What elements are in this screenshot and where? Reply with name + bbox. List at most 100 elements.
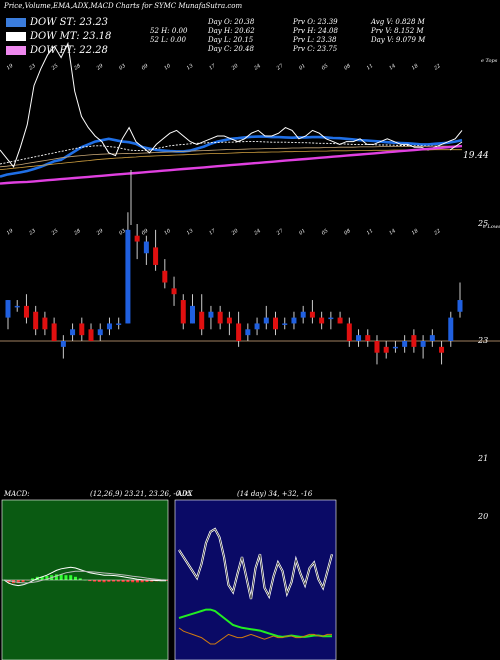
candle-body [88, 329, 94, 341]
adx-title: ADX [176, 490, 194, 498]
macd-hist-bar [88, 580, 92, 582]
ema-slow-line [0, 144, 463, 185]
ema-date-label: 25 [50, 63, 59, 72]
macd-hist-bar [107, 580, 111, 582]
candle-body [116, 323, 122, 325]
price-date-label: 20 [230, 228, 240, 238]
price-y-tick: 23 [477, 336, 488, 345]
candle-body [245, 329, 251, 336]
adx-values: (14 day) 34, +32, -16 [237, 490, 313, 498]
price-corner-label: e Lows [483, 224, 500, 230]
macd-hist-bar [121, 580, 125, 582]
macd-values: (12,26,9) 23.21, 23.26, -0.05 [90, 490, 192, 498]
price-date-label: 14 [388, 228, 397, 237]
candle-body [42, 317, 48, 330]
stat-day-v: Day V: 9.079 M [371, 36, 426, 44]
candle-body [33, 311, 39, 330]
price-date-label: 22 [432, 228, 441, 237]
price-date-label: 18 [411, 228, 420, 237]
candle-body [328, 317, 334, 320]
candle-body [429, 335, 435, 341]
macd-hist-bar [135, 580, 139, 583]
ema-tan-line [0, 145, 463, 168]
price-date-label: 08 [343, 228, 352, 237]
stat-prv-h: Prv H: 24.08 [293, 27, 338, 35]
macd-hist-bar [93, 580, 97, 582]
candle-body [60, 341, 66, 347]
candle-body [70, 329, 76, 336]
macd-hist-bar [21, 580, 25, 582]
price-date-label: 05 [321, 228, 330, 237]
macd-hist-bar [116, 580, 120, 582]
macd-hist-bar [64, 575, 68, 580]
candle-body [199, 311, 205, 330]
macd-hist-bar [45, 576, 49, 580]
page-title: Price,Volume,EMA,ADX,MACD Charts for SYM… [4, 2, 243, 10]
ema-last-tick [449, 141, 463, 151]
candle-body [97, 329, 103, 336]
candle-body [226, 317, 232, 324]
macd-hist-bar [40, 576, 44, 580]
price-date-label: 19 [6, 228, 15, 237]
price-y-tick: 25 [477, 219, 488, 228]
ema-date-label: 27 [275, 63, 285, 73]
adx-panel-bg [174, 499, 337, 660]
candle-body [282, 323, 288, 325]
price-date-label: 17 [208, 228, 217, 237]
candle-body [411, 335, 417, 347]
ema-date-label: 14 [388, 63, 397, 72]
price-date-label: 28 [72, 228, 81, 237]
price-date-label: 09 [141, 228, 150, 237]
candle-body [365, 335, 371, 341]
macd-hist-bar [16, 580, 20, 584]
macd-hist-bar [131, 580, 135, 583]
macd-hist-bar [69, 575, 73, 580]
price-close-line [0, 41, 463, 168]
ema-date-label: 24 [252, 63, 261, 72]
ema-date-label: 11 [366, 63, 375, 72]
stat-day-c: Day C: 20.48 [208, 45, 254, 53]
candle-body [263, 317, 269, 324]
dow-pt-swatch [6, 46, 26, 55]
candle-body [14, 305, 20, 308]
candle-body [51, 323, 57, 341]
macd-hist-bar [140, 580, 144, 583]
ema-corner-label: e Tops [481, 58, 498, 64]
ema-date-label: 17 [208, 63, 217, 72]
macd-hist-bar [97, 580, 101, 582]
price-date-label: 11 [366, 228, 375, 237]
candle-body [125, 229, 131, 324]
candle-body [171, 288, 177, 295]
macd-signal-line [3, 570, 167, 584]
price-date-label: 29 [95, 228, 105, 238]
price-y-tick: 21 [477, 454, 488, 463]
macd-hist-bar [59, 574, 63, 580]
candle-body [374, 341, 380, 353]
candle-body [106, 323, 112, 330]
macd-hist-bar [126, 580, 130, 583]
macd-hist-bar [78, 578, 82, 580]
stat-prv-v: Prv V: 8.152 M [371, 27, 424, 35]
stat-day-h: Day H: 20.62 [208, 27, 255, 35]
candle-body [448, 317, 454, 341]
ema-last-value: 19.44 [463, 151, 489, 161]
price-date-label: 23 [27, 228, 36, 237]
macd-hist-bar [73, 576, 77, 580]
price-date-label: 24 [252, 228, 261, 237]
price-date-label: 10 [163, 228, 172, 237]
ema-date-label: 09 [141, 63, 150, 72]
candle-body [254, 323, 260, 330]
plus-di-inner-line [178, 528, 333, 600]
candle-body [319, 317, 325, 324]
ema-date-label: 10 [163, 63, 172, 72]
candle-body [236, 323, 242, 341]
ema-date-label: 13 [186, 63, 195, 72]
candle-body [153, 247, 159, 265]
candle-body [356, 335, 362, 341]
price-date-label: 03 [118, 228, 127, 237]
price-date-label: 01 [298, 228, 307, 237]
candle-body [134, 235, 140, 242]
legend-swatches [6, 18, 26, 55]
